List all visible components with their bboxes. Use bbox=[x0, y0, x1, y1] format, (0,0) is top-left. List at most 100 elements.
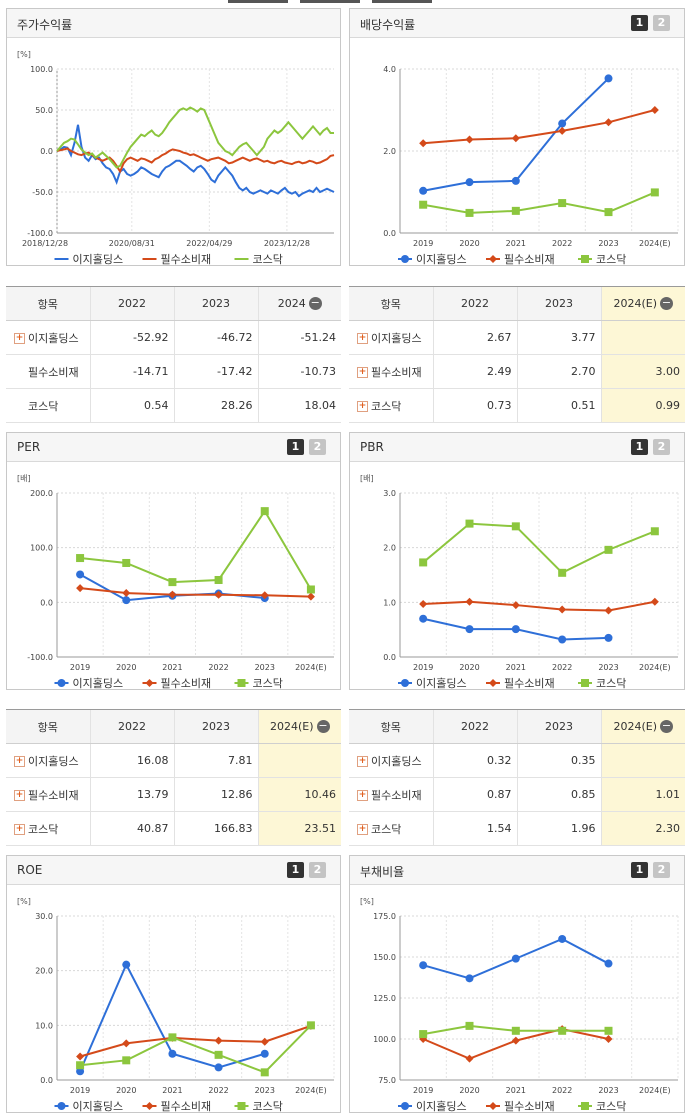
table-header-row: 항목 2022 2023 2024(E) − bbox=[349, 709, 685, 744]
column-header: 2022 bbox=[432, 709, 517, 744]
data-point bbox=[237, 679, 246, 687]
y-tick-label: 0.0 bbox=[40, 598, 53, 607]
row-label: 이지홀딩스 bbox=[28, 754, 79, 768]
table-cell: 12.86 bbox=[173, 777, 258, 812]
row-label: 코스닥 bbox=[28, 822, 59, 836]
data-point bbox=[401, 255, 409, 263]
row-label: 필수소비재 bbox=[371, 365, 422, 379]
view-2-button[interactable]: 2 bbox=[653, 15, 670, 31]
view-2-button[interactable]: 2 bbox=[309, 439, 326, 455]
table-row: + 필수소비재 2.49 2.70 3.00 bbox=[349, 354, 685, 389]
data-point bbox=[122, 960, 131, 969]
table-cell: 16.08 bbox=[89, 743, 174, 778]
dividend-yield-chart: 4.0 2.0 0.0 2019 2020 2021 2022 2023 2024(E) 이지홀딩… bbox=[383, 65, 679, 266]
table-cell: 2.49 bbox=[432, 354, 517, 389]
series-line bbox=[422, 191, 656, 214]
data-point bbox=[465, 135, 474, 144]
collapse-icon[interactable]: − bbox=[660, 719, 674, 734]
x-tick-label: 2021 bbox=[506, 663, 526, 672]
panel-title: 배당수익률 bbox=[360, 18, 416, 32]
view-2-button[interactable]: 2 bbox=[653, 439, 670, 455]
expand-icon[interactable]: + bbox=[14, 824, 25, 835]
view-2-button[interactable]: 2 bbox=[653, 862, 670, 878]
expand-icon[interactable]: + bbox=[14, 756, 25, 767]
column-header: 2022 bbox=[432, 286, 517, 321]
data-point bbox=[122, 596, 131, 605]
column-header-label: 2022 bbox=[461, 297, 489, 310]
x-tick-label: 2022 bbox=[552, 239, 572, 248]
per-panel: PER 1 2 [배] 200.0 100.0 0.0 -100.0 2019 2020 20… bbox=[6, 432, 341, 690]
data-point bbox=[511, 134, 520, 143]
collapse-icon[interactable]: − bbox=[316, 719, 330, 734]
x-tick-label: 2022 bbox=[208, 1086, 228, 1095]
data-point bbox=[489, 255, 497, 263]
view-1-button[interactable]: 1 bbox=[631, 15, 648, 31]
expand-icon[interactable]: + bbox=[357, 790, 368, 801]
column-header: 항목 bbox=[349, 709, 433, 744]
data-point bbox=[145, 679, 154, 687]
x-tick-label: 2020 bbox=[459, 1086, 479, 1095]
expand-icon[interactable]: + bbox=[357, 401, 368, 412]
legend-label: 필수소비재 bbox=[504, 1100, 555, 1113]
row-label: 코스닥 bbox=[371, 399, 402, 413]
x-tick-label: 2020/08/31 bbox=[109, 239, 155, 248]
per-chart: [배] 200.0 100.0 0.0 -100.0 2019 2020 2021 2022 20… bbox=[17, 474, 335, 690]
axis-unit-label: [배] bbox=[17, 474, 31, 483]
data-point bbox=[465, 208, 474, 217]
expand-icon[interactable]: + bbox=[357, 367, 368, 378]
data-point bbox=[511, 625, 520, 634]
collapse-icon[interactable]: − bbox=[308, 296, 322, 311]
data-point bbox=[558, 934, 567, 943]
y-tick-label: -100.0 bbox=[27, 653, 53, 662]
data-point bbox=[511, 1036, 520, 1045]
data-point bbox=[558, 568, 567, 577]
column-header: 2022 bbox=[89, 709, 174, 744]
legend-label: 코스닥 bbox=[596, 253, 626, 266]
expand-icon[interactable]: + bbox=[357, 333, 368, 344]
table-cell: 13.79 bbox=[89, 777, 174, 812]
view-1-button[interactable]: 1 bbox=[287, 862, 304, 878]
x-tick-label: 2022 bbox=[552, 1086, 572, 1095]
data-point bbox=[511, 1026, 520, 1035]
data-point bbox=[604, 118, 613, 127]
data-point bbox=[511, 206, 520, 215]
table-cell: -46.72 bbox=[173, 320, 258, 355]
collapse-icon[interactable]: − bbox=[660, 296, 674, 311]
data-point bbox=[419, 1030, 428, 1039]
view-2-button[interactable]: 2 bbox=[309, 862, 326, 878]
expand-icon[interactable]: + bbox=[357, 756, 368, 767]
panel-header: PBR 1 2 bbox=[350, 433, 684, 462]
data-point bbox=[511, 522, 520, 531]
x-tick-label: 2020 bbox=[459, 663, 479, 672]
view-1-button[interactable]: 1 bbox=[631, 439, 648, 455]
dividend-yield-panel: 배당수익률 1 2 4.0 2.0 0.0 2019 2020 2021 2022 2023 2… bbox=[349, 8, 685, 266]
expand-icon[interactable]: + bbox=[357, 824, 368, 835]
table-cell: 1.54 bbox=[432, 811, 517, 846]
x-tick-label: 2020 bbox=[459, 239, 479, 248]
x-tick-label: 2023 bbox=[255, 663, 275, 672]
series-line bbox=[79, 1024, 312, 1058]
series-line bbox=[56, 106, 334, 169]
table-cell: 166.83 bbox=[173, 811, 258, 846]
row-label-cell: + 필수소비재 bbox=[349, 354, 433, 389]
expand-icon[interactable]: + bbox=[14, 333, 25, 344]
column-header-label: 2024(E) bbox=[269, 719, 314, 733]
data-point bbox=[511, 176, 520, 185]
column-header-label: 2022 bbox=[118, 720, 146, 733]
x-tick-label: 2018/12/28 bbox=[22, 239, 68, 248]
table-cell bbox=[600, 743, 685, 778]
column-header: 2024(E) − bbox=[600, 286, 685, 321]
expand-icon[interactable]: + bbox=[14, 790, 25, 801]
data-point bbox=[76, 1067, 85, 1076]
x-tick-label: 2019 bbox=[70, 1086, 90, 1095]
x-tick-label: 2024(E) bbox=[639, 239, 671, 248]
data-point bbox=[511, 601, 520, 610]
legend-label: 이지홀딩스 bbox=[73, 677, 124, 690]
series-line bbox=[56, 147, 335, 174]
view-1-button[interactable]: 1 bbox=[287, 439, 304, 455]
legend-label: 코스닥 bbox=[253, 677, 283, 690]
data-point bbox=[558, 119, 567, 128]
series-line bbox=[56, 124, 335, 198]
view-1-button[interactable]: 1 bbox=[631, 862, 648, 878]
x-tick-label: 2021 bbox=[162, 663, 182, 672]
